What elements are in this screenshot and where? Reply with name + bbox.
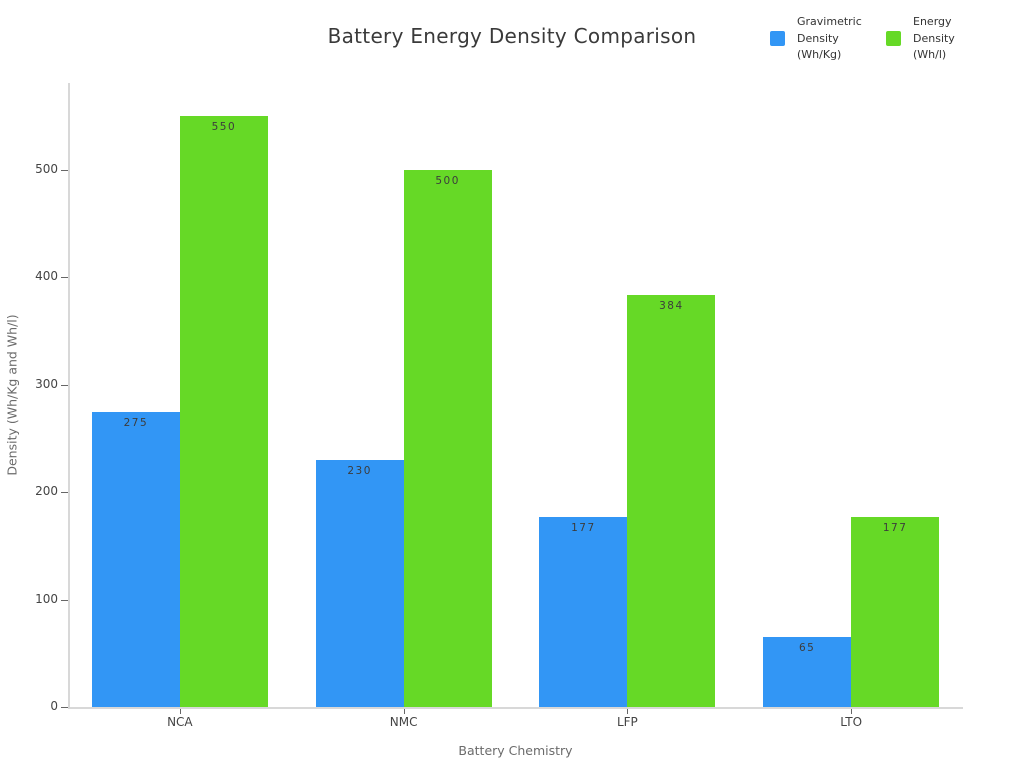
y-tick-label: 400 <box>35 269 58 284</box>
bar-lto-gravimetric[interactable] <box>763 637 852 707</box>
x-tick-mark <box>404 709 405 714</box>
bar-value-label: 177 <box>882 521 908 534</box>
y-tick-label: 100 <box>35 591 58 606</box>
bar-nca-gravimetric[interactable] <box>91 411 180 707</box>
legend-label: Energy Density (Wh/l) <box>913 15 955 61</box>
y-tick-mark <box>61 600 68 601</box>
y-tick-mark <box>61 492 68 493</box>
x-tick-label: NMC <box>389 715 418 729</box>
x-tick-mark <box>627 709 628 714</box>
bar-value-label: 384 <box>659 299 684 312</box>
bar-lto-volumetric[interactable] <box>851 516 940 707</box>
x-axis-line <box>68 707 963 709</box>
chart-title: Battery Energy Density Comparison <box>327 24 697 48</box>
y-tick-mark <box>61 707 68 708</box>
y-tick-label: 500 <box>35 161 58 176</box>
bar-lfp-gravimetric[interactable] <box>539 516 628 707</box>
y-axis-line <box>68 83 70 708</box>
y-tick-label: 0 <box>50 699 58 713</box>
x-tick-label: LFP <box>616 715 638 729</box>
bar-lfp-volumetric[interactable] <box>627 294 716 707</box>
y-tick-label: 200 <box>35 484 58 499</box>
legend-item-energy-density[interactable]: Energy Density (Wh/l) <box>886 14 955 64</box>
bar-value-label: 177 <box>571 521 596 534</box>
bar-value-label: 65 <box>798 642 816 655</box>
x-axis-title: Battery Chemistry <box>458 743 573 758</box>
legend-item-gravimetric-density[interactable]: Gravimetric Density (Wh/Kg) <box>770 14 862 64</box>
x-tick-mark <box>180 709 181 714</box>
bar-value-label: 500 <box>435 174 460 187</box>
legend-swatch-blue-icon <box>770 31 785 47</box>
y-tick-mark <box>61 385 68 386</box>
bar-value-label: 230 <box>347 464 372 477</box>
y-axis-title: Density (Wh/Kg and Wh/l) <box>4 314 20 476</box>
bar-value-label: 275 <box>123 416 149 429</box>
bar-nmc-volumetric[interactable] <box>403 169 492 707</box>
bar-value-label: 550 <box>211 121 237 134</box>
x-tick-mark <box>851 709 852 714</box>
legend-label: Gravimetric Density (Wh/Kg) <box>797 15 862 61</box>
x-tick-label: LTO <box>840 715 863 729</box>
bar-nca-volumetric[interactable] <box>179 116 268 707</box>
x-tick-label: NCA <box>167 715 193 729</box>
bar-nmc-gravimetric[interactable] <box>315 459 404 707</box>
y-tick-label: 300 <box>35 376 58 391</box>
y-tick-mark <box>61 277 68 278</box>
legend-swatch-green-icon <box>886 31 901 47</box>
y-tick-mark <box>61 170 68 171</box>
